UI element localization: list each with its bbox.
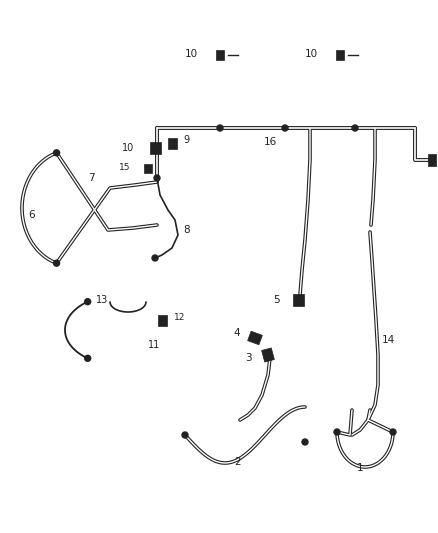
Circle shape [352,125,358,131]
Circle shape [152,255,158,261]
Circle shape [53,260,60,266]
Bar [428,154,436,166]
Text: 15: 15 [119,164,130,173]
Text: 4: 4 [233,328,240,338]
Text: 6: 6 [28,210,35,220]
Text: 9: 9 [183,135,189,145]
Circle shape [334,429,340,435]
Text: 13: 13 [96,295,108,305]
Circle shape [282,125,288,131]
Text: 10: 10 [305,49,318,59]
Text: 8: 8 [183,225,190,235]
Circle shape [53,150,60,156]
Text: 10: 10 [122,143,134,153]
Text: 2: 2 [235,457,241,467]
Bar [216,50,224,60]
Bar [247,331,262,345]
Text: 3: 3 [245,353,252,363]
Bar [144,164,152,173]
Circle shape [85,298,91,305]
Bar [293,294,304,306]
Text: 1: 1 [357,463,363,473]
Circle shape [85,356,91,361]
Bar [149,142,160,154]
Circle shape [182,432,188,438]
Circle shape [390,429,396,435]
Text: 5: 5 [273,295,280,305]
Text: 16: 16 [263,137,277,147]
Bar [261,348,274,362]
Bar [158,314,166,326]
Circle shape [302,439,308,445]
Text: 14: 14 [382,335,395,345]
Circle shape [154,175,160,181]
Text: 7: 7 [88,173,95,183]
Text: 11: 11 [148,340,160,350]
Circle shape [217,125,223,131]
Text: 10: 10 [185,49,198,59]
Bar [336,50,344,60]
Text: 12: 12 [174,313,185,322]
Bar [167,138,177,149]
